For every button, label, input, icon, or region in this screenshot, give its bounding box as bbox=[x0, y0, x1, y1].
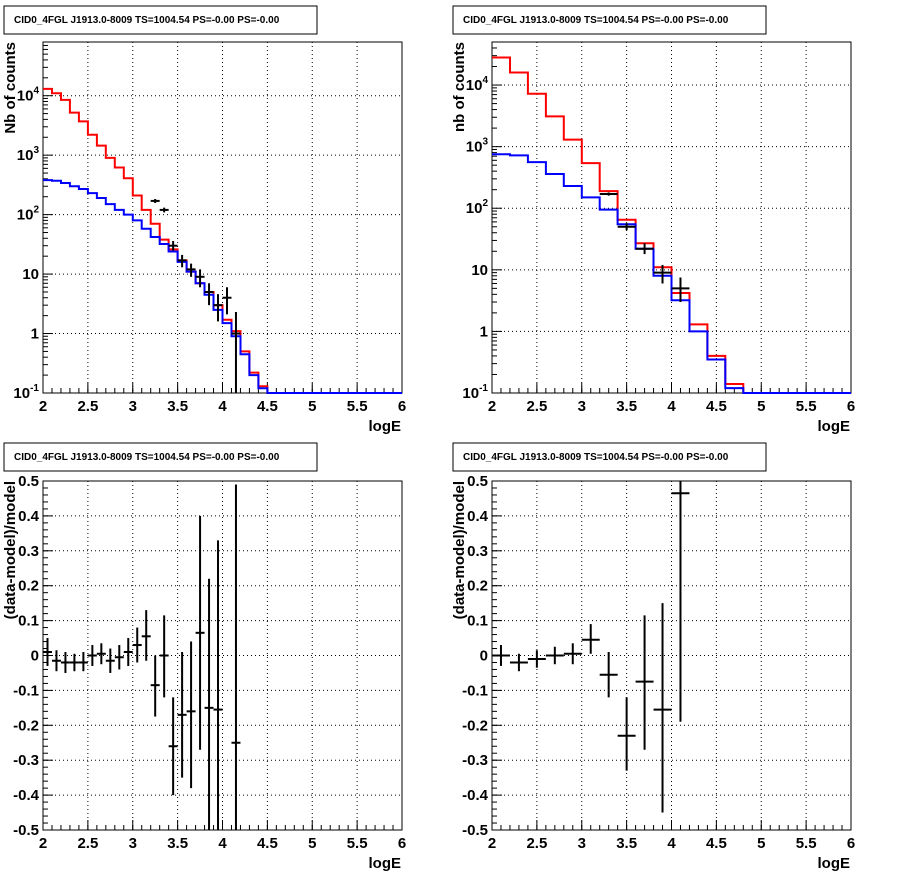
y-tick-label: 0 bbox=[480, 648, 488, 665]
chart-title: CID0_4FGL J1913.0-8009 TS=1004.54 PS=-0.… bbox=[463, 452, 729, 463]
plot-frame bbox=[42, 480, 403, 831]
x-tick-label: 4.5 bbox=[257, 398, 278, 415]
y-axis-title: (data-model)/model bbox=[2, 481, 19, 619]
x-tick-label: 3.5 bbox=[616, 835, 637, 852]
y-tick-label: 0.5 bbox=[467, 473, 488, 490]
title-box bbox=[3, 5, 318, 35]
y-tick-label: 102 bbox=[17, 205, 40, 224]
x-tick-label: 3 bbox=[578, 835, 586, 852]
y-tick-label: 103 bbox=[466, 137, 489, 156]
x-tick-label: 3 bbox=[129, 835, 137, 852]
chart-panel-4: 2 2.5 3 3.5 4 4.5 5 5.5 6 -0.5 -0.4 -0.3 -0.2 -0.1 0 0.… bbox=[451, 442, 855, 872]
y-tick-label: -0.1 bbox=[13, 682, 39, 699]
y-tick-label: 10 bbox=[471, 262, 488, 279]
x-tick-label: 5.5 bbox=[347, 398, 368, 415]
x-tick-label: 5 bbox=[757, 398, 765, 415]
y-tick-label: 0.3 bbox=[18, 543, 39, 560]
x-tick-label: 3.5 bbox=[616, 398, 637, 415]
y-tick-label: -0.2 bbox=[13, 717, 39, 734]
x-tick-label: 4 bbox=[218, 835, 227, 852]
chart-panel-3: 2 2.5 3 3.5 4 4.5 5 5.5 6 -0.5 -0.4 -0.3 -0.2 -0.1 0 0.… bbox=[2, 442, 406, 872]
x-tick-label: 3 bbox=[578, 398, 586, 415]
x-tick-label: 5 bbox=[308, 398, 316, 415]
y-tick-label: -0.1 bbox=[462, 682, 488, 699]
y-axis-title: (data-model)/model bbox=[451, 481, 468, 619]
y-tick-label: 0.1 bbox=[18, 613, 39, 630]
x-tick-label: 4 bbox=[218, 398, 227, 415]
chart-title: CID0_4FGL J1913.0-8009 TS=1004.54 PS=-0.… bbox=[463, 15, 729, 26]
y-tick-label: -0.3 bbox=[13, 752, 39, 769]
x-tick-label: 6 bbox=[398, 835, 406, 852]
y-tick-label: 0.3 bbox=[467, 543, 488, 560]
y-axis-title: nb of counts bbox=[451, 42, 468, 132]
title-box bbox=[3, 442, 318, 472]
x-tick-label: 2.5 bbox=[77, 835, 98, 852]
x-tick-label: 5 bbox=[308, 835, 316, 852]
y-tick-label: 0 bbox=[31, 648, 39, 665]
y-tick-label: 0.1 bbox=[467, 613, 488, 630]
chart-title: CID0_4FGL J1913.0-8009 TS=1004.54 PS=-0.… bbox=[14, 15, 280, 26]
x-tick-label: 2 bbox=[488, 398, 496, 415]
x-tick-label: 2.5 bbox=[77, 398, 98, 415]
x-tick-label: 5 bbox=[757, 835, 765, 852]
x-tick-label: 3 bbox=[129, 398, 137, 415]
y-tick-label: 102 bbox=[466, 198, 489, 217]
y-tick-label: -0.4 bbox=[13, 787, 40, 804]
title-box bbox=[452, 5, 767, 35]
y-tick-label: -0.2 bbox=[462, 717, 488, 734]
x-tick-label: 4 bbox=[667, 835, 676, 852]
y-tick-label: -0.3 bbox=[462, 752, 488, 769]
x-tick-label: 2 bbox=[488, 835, 496, 852]
y-tick-label: 0.4 bbox=[467, 508, 489, 525]
x-tick-label: 2 bbox=[39, 398, 47, 415]
x-tick-label: 5.5 bbox=[347, 835, 368, 852]
x-tick-label: 5.5 bbox=[796, 835, 817, 852]
x-axis-title: logE bbox=[369, 855, 402, 872]
x-tick-label: 4 bbox=[667, 398, 676, 415]
x-tick-label: 4.5 bbox=[257, 835, 278, 852]
y-tick-label: 10 bbox=[22, 266, 39, 283]
x-tick-label: 6 bbox=[847, 398, 855, 415]
y-tick-label: 104 bbox=[466, 75, 489, 94]
y-tick-label: 0.5 bbox=[18, 473, 39, 490]
chart-panel-1: 2 2.5 3 3.5 4 4.5 5 5.5 6 10-1 1 10 102 103 104 logE Nb … bbox=[2, 5, 406, 435]
y-axis-title: Nb of counts bbox=[2, 42, 19, 134]
title-box bbox=[452, 442, 767, 472]
y-tick-label: 0.4 bbox=[18, 508, 40, 525]
y-tick-label: 103 bbox=[17, 145, 40, 164]
chart-panel-2: 2 2.5 3 3.5 4 4.5 5 5.5 6 10-1 1 10 102 103 104 logE nb … bbox=[451, 5, 855, 435]
x-tick-label: 3.5 bbox=[167, 835, 188, 852]
y-tick-label: 10-1 bbox=[13, 383, 39, 402]
y-tick-label: 1 bbox=[31, 326, 39, 343]
x-axis-title: logE bbox=[369, 418, 402, 435]
x-tick-label: 4.5 bbox=[706, 835, 727, 852]
y-tick-label: -0.5 bbox=[462, 822, 488, 839]
y-tick-label: 0.2 bbox=[467, 578, 488, 595]
x-tick-label: 2.5 bbox=[526, 398, 547, 415]
y-tick-label: 104 bbox=[17, 86, 40, 105]
y-tick-label: 10-1 bbox=[462, 383, 488, 402]
x-tick-label: 2.5 bbox=[526, 835, 547, 852]
x-tick-label: 5.5 bbox=[796, 398, 817, 415]
chart-title: CID0_4FGL J1913.0-8009 TS=1004.54 PS=-0.… bbox=[14, 452, 280, 463]
y-tick-label: 1 bbox=[480, 323, 488, 340]
y-tick-label: -0.5 bbox=[13, 822, 39, 839]
x-tick-label: 6 bbox=[847, 835, 855, 852]
x-tick-label: 2 bbox=[39, 835, 47, 852]
x-axis-title: logE bbox=[818, 855, 851, 872]
y-tick-label: 0.2 bbox=[18, 578, 39, 595]
y-tick-label: -0.4 bbox=[462, 787, 489, 804]
x-tick-label: 6 bbox=[398, 398, 406, 415]
x-axis-title: logE bbox=[818, 418, 851, 435]
x-tick-label: 3.5 bbox=[167, 398, 188, 415]
x-tick-label: 4.5 bbox=[706, 398, 727, 415]
